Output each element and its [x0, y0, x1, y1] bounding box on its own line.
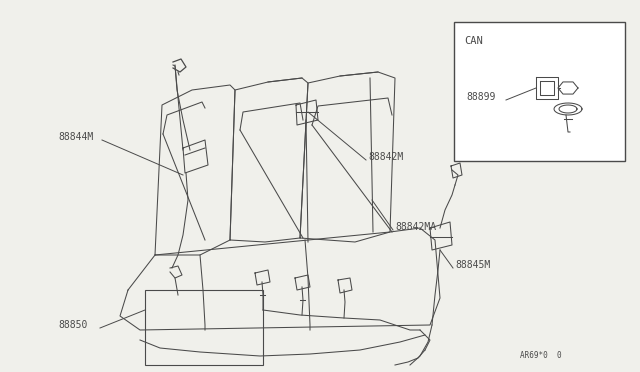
Text: CAN: CAN — [464, 36, 483, 46]
Text: 88899: 88899 — [466, 92, 495, 102]
Text: AR69*0  0: AR69*0 0 — [520, 351, 562, 360]
Text: 88845M: 88845M — [455, 260, 490, 270]
Bar — [145, 290, 263, 365]
Text: 88844M: 88844M — [58, 132, 93, 142]
Text: 88842M: 88842M — [368, 152, 403, 162]
Text: 88850: 88850 — [58, 320, 88, 330]
Text: 88842MA: 88842MA — [395, 222, 436, 232]
Bar — [454, 22, 625, 161]
